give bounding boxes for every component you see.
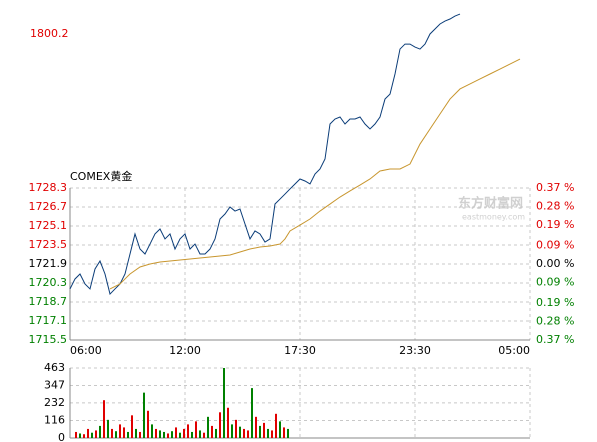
volume-bar: [115, 431, 117, 438]
volume-bar: [179, 432, 181, 438]
volume-bar: [119, 424, 121, 438]
x-tick-label: 17:30: [284, 344, 316, 357]
volume-bar: [199, 430, 201, 438]
volume-bar: [111, 428, 113, 438]
volume-bar: [215, 428, 217, 438]
y2-tick-label: 0.37 %: [536, 333, 574, 346]
volume-bar: [219, 412, 221, 438]
volume-bar: [259, 425, 261, 438]
volume-bar: [95, 430, 97, 438]
volume-bar: [83, 434, 85, 438]
volume-bar: [135, 428, 137, 438]
volume-bar: [239, 426, 241, 438]
volume-bar: [155, 428, 157, 438]
volume-bar: [127, 431, 129, 438]
volume-bar: [167, 433, 169, 438]
y-tick-label: 347: [44, 379, 65, 392]
volume-bar: [107, 419, 109, 438]
y2-tick-label: 0.09 %: [536, 239, 574, 252]
y2-tick-label: 0.19 %: [536, 218, 574, 231]
volume-bar: [99, 425, 101, 438]
volume-bar: [275, 413, 277, 438]
y2-tick-label: 0.28 %: [536, 199, 574, 212]
volume-bar: [251, 388, 253, 438]
x-tick-label: 06:00: [70, 344, 102, 357]
volume-bar: [103, 400, 105, 438]
volume-bar: [203, 432, 205, 438]
volume-bar: [123, 427, 125, 438]
y2-tick-label: 0.28 %: [536, 315, 574, 328]
y-tick-label: 1723.5: [29, 238, 68, 251]
volume-bar: [195, 421, 197, 438]
y-tick-label: 1725.1: [29, 219, 68, 232]
volume-bar: [79, 433, 81, 438]
volume-bar: [283, 427, 285, 438]
y2-tick-label: 0.37 %: [536, 181, 574, 194]
x-tick-label: 05:00: [498, 344, 530, 357]
price-line: [69, 13, 461, 296]
volume-bar: [211, 425, 213, 438]
volume-bar: [255, 416, 257, 438]
y-tick-label: 463: [44, 361, 65, 374]
volume-bar: [171, 431, 173, 438]
y-tick-label: 0: [58, 431, 65, 442]
y-tick-label: 1718.7: [29, 295, 68, 308]
y-tick-label: 1728.3: [29, 181, 68, 194]
volume-bar: [247, 430, 249, 438]
y-tick-label: 1717.1: [29, 314, 68, 327]
y-tick-label: 1721.9: [29, 257, 68, 270]
volume-bar: [267, 428, 269, 438]
volume-bar: [131, 415, 133, 438]
volume-bar: [187, 424, 189, 438]
volume-bar: [91, 432, 93, 438]
volume-bar: [139, 431, 141, 438]
y-tick-label: 1726.7: [29, 200, 68, 213]
volume-bar: [227, 407, 229, 438]
volume-bar: [231, 424, 233, 438]
x-tick-label: 12:00: [169, 344, 201, 357]
volume-bar: [87, 428, 89, 438]
y2-tick-label: 0.09 %: [536, 275, 574, 288]
volume-bar: [287, 428, 289, 438]
volume-bar: [175, 427, 177, 438]
y-tick-label: 116: [44, 413, 65, 426]
volume-bar: [163, 431, 165, 438]
volume-bar: [263, 422, 265, 438]
volume-bar: [159, 430, 161, 438]
y2-tick-label: 0.00 %: [536, 257, 574, 270]
volume-bar: [223, 368, 225, 438]
volume-bar: [183, 428, 185, 438]
instrument-name: COMEX黄金: [70, 169, 132, 183]
watermark: 东方财富网: [458, 196, 523, 212]
x-tick-label: 23:30: [399, 344, 431, 357]
volume-bar: [271, 430, 273, 438]
volume-bar: [143, 392, 145, 438]
volume-bar: [75, 431, 77, 438]
top-label: 1800.2: [30, 27, 69, 40]
price-line: [109, 58, 521, 290]
volume-bar: [191, 431, 193, 438]
volume-bar: [279, 421, 281, 438]
y2-tick-label: 0.19 %: [536, 296, 574, 309]
watermark-sub: eastmoney.com: [462, 213, 525, 222]
volume-bar: [243, 428, 245, 438]
volume-bar: [207, 416, 209, 438]
y-tick-label: 1715.5: [29, 333, 68, 346]
volume-bar: [235, 419, 237, 438]
y-tick-label: 1720.3: [29, 276, 68, 289]
volume-bar: [151, 424, 153, 438]
y-tick-label: 232: [44, 396, 65, 409]
volume-bar: [147, 410, 149, 438]
